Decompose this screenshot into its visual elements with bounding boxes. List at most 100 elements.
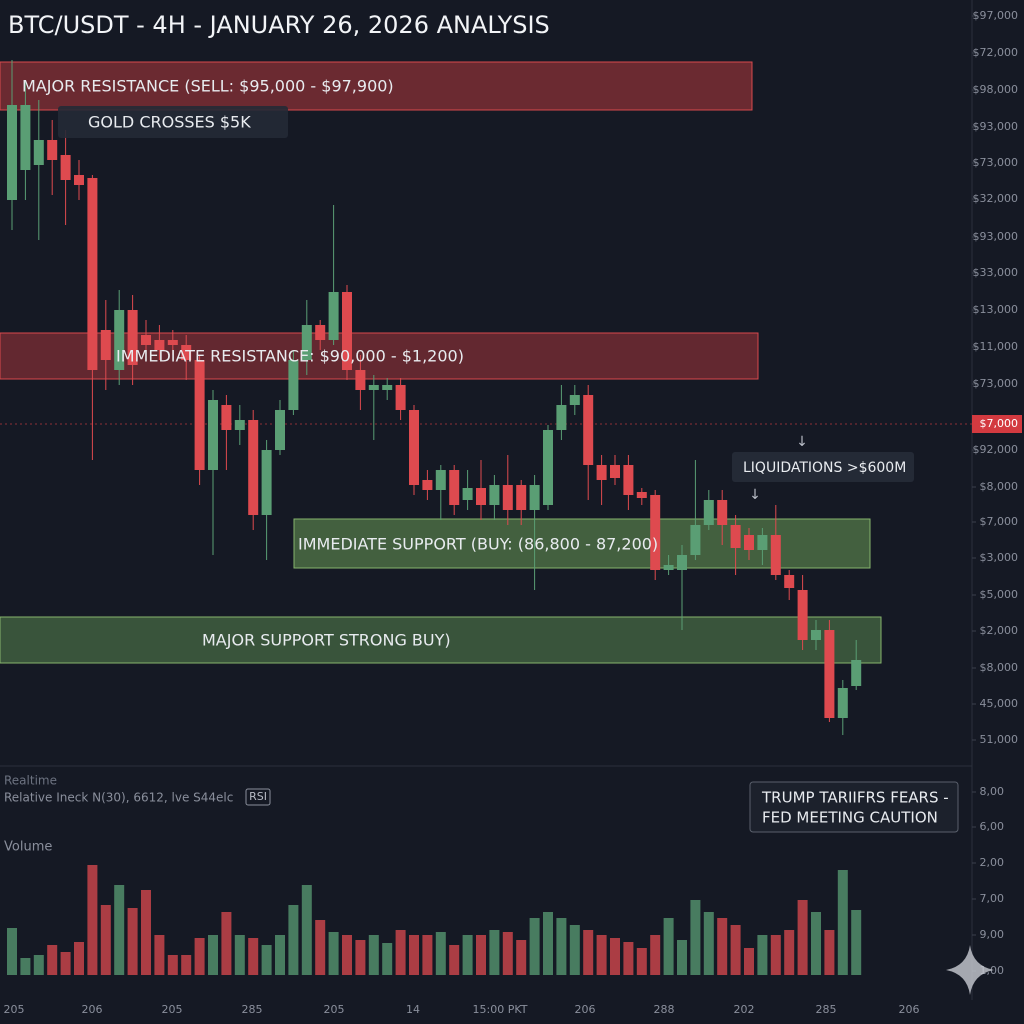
candle-body — [623, 465, 634, 495]
y-tick-label: $32,000 — [973, 192, 1019, 205]
candle-body — [328, 292, 339, 340]
volume-bar — [342, 935, 352, 975]
volume-bar — [476, 935, 486, 975]
y-tick-label: $8,000 — [980, 661, 1019, 674]
annotation: FED MEETING CAUTION — [762, 809, 938, 827]
volume-bar — [275, 935, 285, 975]
volume-bar — [208, 935, 218, 975]
y-tick-label: $93,000 — [973, 230, 1019, 243]
candle-body — [569, 395, 580, 405]
volume-bar — [328, 932, 339, 975]
arrow: ↓ — [796, 434, 808, 450]
y-tick-label: 2,00 — [980, 856, 1005, 869]
major-support-zone — [0, 616, 882, 664]
volume-bar — [569, 925, 580, 975]
volume-bar — [583, 930, 594, 975]
volume-bar — [690, 900, 701, 975]
y-tick-label: $97,000 — [973, 9, 1019, 22]
candle-body — [811, 630, 821, 640]
candle-body — [556, 405, 567, 430]
y-tick-label: $73,000 — [973, 377, 1019, 390]
candle-body — [650, 495, 661, 570]
volume-bar — [301, 885, 312, 975]
candle-body — [301, 325, 312, 360]
annotation-box — [732, 452, 914, 482]
candle-body — [663, 565, 674, 570]
x-tick-label: 206 — [82, 1003, 103, 1016]
candle-body — [355, 370, 366, 390]
candle-body — [797, 590, 808, 640]
x-tick-label: 205 — [324, 1003, 345, 1016]
arrow: ↓ — [749, 487, 761, 503]
candle-body — [141, 335, 151, 345]
volume-bar — [824, 930, 835, 975]
volume-bar — [100, 905, 111, 975]
candle-body — [476, 488, 486, 505]
candle-body — [610, 465, 620, 478]
candle-body — [382, 385, 393, 390]
candle-body — [730, 525, 741, 548]
candle-body — [462, 488, 473, 500]
y-tick-label: $33,000 — [973, 266, 1019, 279]
candle-body — [744, 535, 754, 550]
immediate-resistance-zone — [0, 332, 759, 380]
candle-body — [516, 485, 527, 510]
volume-bar — [610, 938, 620, 975]
annotation: LIQUIDATIONS >$600M — [743, 460, 906, 476]
candle-body — [47, 140, 58, 160]
overlay: BTC/USDT - 4H - JANUARY 26, 2026 ANALYSI… — [4, 11, 994, 995]
volume-bar — [744, 948, 754, 975]
volume-bar — [248, 938, 259, 975]
x-tick-label: 205 — [4, 1003, 25, 1016]
volume-bar — [811, 912, 821, 975]
volume-bar — [20, 958, 31, 975]
candle-body — [529, 485, 540, 510]
candle-body — [757, 535, 768, 550]
volume-bar — [422, 935, 433, 975]
annotation: MAJOR RESISTANCE (SELL: $95,000 - $97,90… — [22, 77, 394, 96]
candle-body — [33, 140, 44, 165]
volume-bar — [382, 943, 393, 975]
y-tick-label: $3,000 — [980, 551, 1019, 564]
candles: $97,000 $72,000 $98,000 $93,000 $73,000 $32,0… — [0, 9, 1022, 1016]
volume-bar — [717, 918, 728, 975]
candle-body — [342, 292, 352, 370]
candle-body — [20, 105, 31, 170]
y-tick-label: $72,000 — [973, 46, 1019, 59]
y-tick-label: $8,000 — [980, 480, 1019, 493]
candle-body — [703, 500, 714, 525]
volume-bar — [33, 955, 44, 975]
y-tick-label: 9,00 — [980, 928, 1005, 941]
candle-body — [596, 465, 607, 480]
volume-bar — [154, 935, 165, 975]
volume-bar — [261, 945, 272, 975]
candle-body — [288, 360, 299, 410]
y-tick-label: 6,00 — [980, 820, 1005, 833]
candle-body — [221, 405, 232, 430]
candle-body — [636, 492, 647, 498]
volume-bar — [221, 912, 232, 975]
annotation: TRUMP TARIIFRS FEARS - — [761, 789, 949, 807]
candle-body — [449, 470, 460, 505]
last-price-label: $7,000 — [980, 417, 1019, 430]
volume-bar — [315, 920, 326, 975]
volume-bar — [502, 932, 513, 975]
y-tick-label: 1,00 — [980, 964, 1005, 977]
volume-bar — [837, 870, 848, 975]
candle-body — [717, 500, 728, 525]
volume-bar — [543, 912, 553, 975]
x-tick-label: 15:00 PKT — [473, 1003, 528, 1016]
volume-bar — [703, 912, 714, 975]
major-resistance-zone — [0, 61, 753, 111]
candle-body — [74, 175, 84, 185]
y-tick-label: $73,000 — [973, 156, 1019, 169]
volume-bar — [650, 935, 661, 975]
candle-body — [87, 178, 98, 370]
volume-bar — [730, 925, 741, 975]
y-tick-label: $92,000 — [973, 443, 1019, 456]
volume-bar — [797, 900, 808, 975]
volume-bar — [636, 948, 647, 975]
candle-body — [690, 525, 701, 555]
